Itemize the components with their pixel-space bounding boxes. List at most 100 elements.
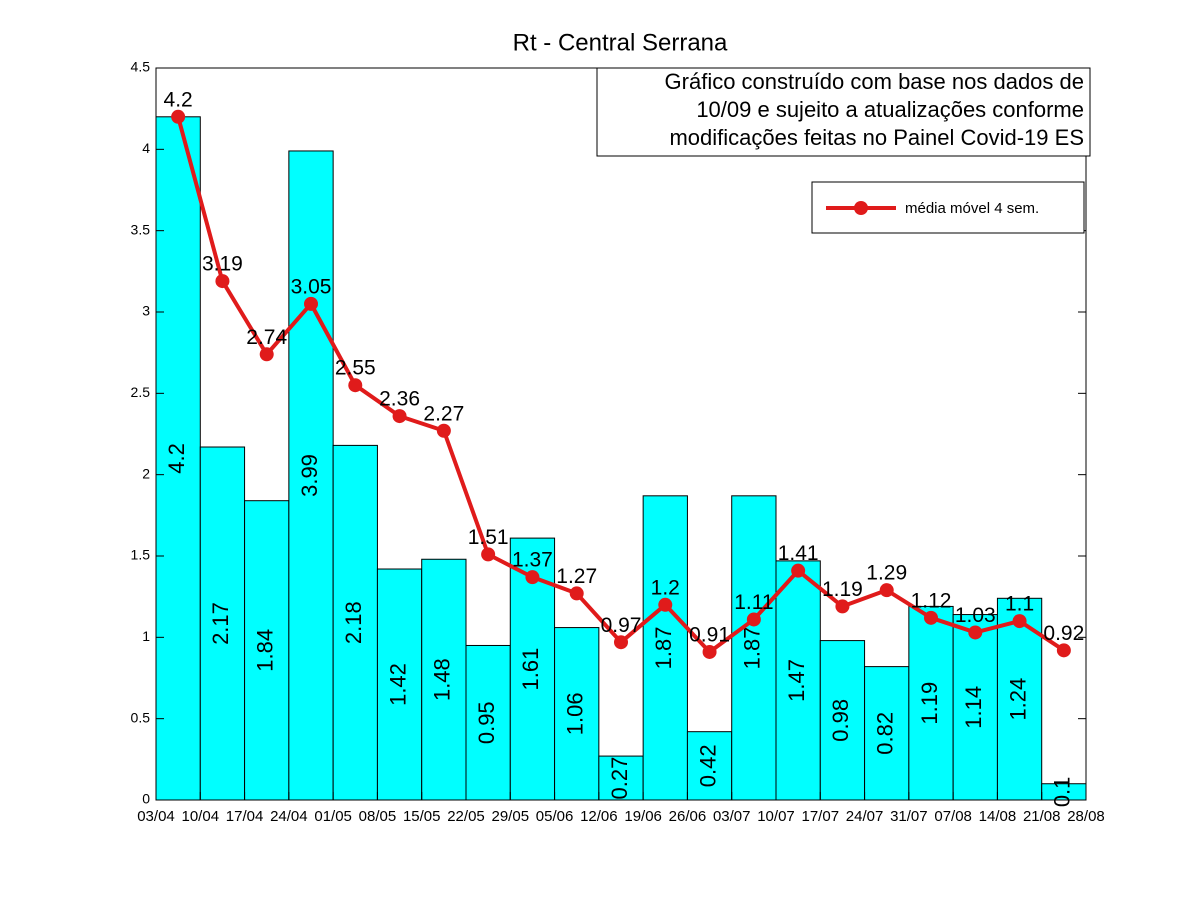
- y-tick-label: 3: [142, 303, 150, 319]
- point-label: 1.19: [822, 578, 863, 601]
- line-marker: [791, 563, 806, 578]
- x-tick-label: 08/05: [359, 808, 397, 825]
- bar: [819, 640, 866, 801]
- bar: [244, 500, 290, 801]
- bar-value-label: 1.06: [563, 692, 588, 735]
- bar-value-label: 0.27: [607, 757, 632, 800]
- point-label: 1.03: [955, 604, 996, 627]
- bar: [554, 627, 600, 801]
- x-tick-label: 24/04: [270, 808, 308, 825]
- point-label: 2.55: [335, 357, 376, 380]
- point-label: 1.29: [866, 562, 907, 585]
- line-marker: [525, 570, 540, 585]
- x-tick-label: 19/06: [624, 808, 662, 825]
- line-marker: [702, 644, 717, 659]
- bar: [642, 495, 688, 801]
- bar-value-label: 1.84: [253, 629, 278, 672]
- bar-value-label: 0.1: [1050, 777, 1075, 808]
- bar-value-label: 0.82: [873, 712, 898, 755]
- x-tick-label: 26/06: [669, 808, 707, 825]
- bar-value-label: 1.47: [784, 659, 809, 702]
- line-marker: [1012, 614, 1027, 629]
- line-marker: [348, 378, 363, 393]
- line-marker: [835, 599, 850, 614]
- chart-title: Rt - Central Serrana: [513, 29, 728, 56]
- bar: [199, 446, 246, 801]
- point-label: 0.92: [1043, 622, 1084, 645]
- y-tick-label: 0: [142, 791, 150, 807]
- y-tick-label: 2: [142, 465, 150, 481]
- bar-value-label: 1.61: [518, 648, 543, 691]
- annotation-line: modificações feitas no Painel Covid-19 E…: [669, 125, 1084, 150]
- x-tick-label: 01/05: [314, 808, 352, 825]
- x-tick-label: 14/08: [979, 808, 1017, 825]
- point-label: 3.19: [202, 253, 243, 276]
- x-tick-label: 05/06: [536, 808, 574, 825]
- point-label: 1.12: [911, 589, 952, 612]
- line-marker: [658, 597, 673, 612]
- x-tick-label: 22/05: [447, 808, 485, 825]
- x-tick-label: 07/08: [934, 808, 972, 825]
- legend-marker: [854, 201, 868, 215]
- x-tick-label: 12/06: [580, 808, 618, 825]
- bar-value-label: 1.48: [430, 658, 455, 701]
- annotation-box: [596, 67, 1091, 157]
- point-label: 1.27: [556, 565, 597, 588]
- bar-value-label: 1.87: [740, 626, 765, 669]
- point-label: 2.36: [379, 388, 420, 411]
- line-marker: [481, 547, 496, 562]
- y-tick-label: 1: [142, 628, 150, 644]
- point-label: 1.2: [651, 576, 680, 599]
- x-tick-label: 10/07: [757, 808, 795, 825]
- bar-value-label: 4.2: [164, 443, 189, 474]
- line-marker: [569, 586, 584, 601]
- x-tick-label: 10/04: [182, 808, 220, 825]
- x-tick-label: 17/07: [802, 808, 840, 825]
- bar-value-label: 0.98: [828, 699, 853, 742]
- y-tick-label: 1.5: [131, 547, 151, 563]
- annotation-line: Gráfico construído com base nos dados de: [665, 69, 1084, 94]
- y-tick-label: 3.5: [131, 221, 151, 237]
- point-label: 0.91: [689, 624, 730, 647]
- bar-value-label: 0.95: [474, 701, 499, 744]
- bar: [686, 731, 733, 801]
- point-label: 1.37: [512, 549, 553, 572]
- bar-value-label: 3.99: [297, 454, 322, 497]
- line-marker: [215, 274, 230, 289]
- line-marker: [1056, 643, 1071, 658]
- line-marker: [304, 296, 318, 311]
- line-marker: [436, 423, 451, 438]
- point-label: 1.41: [778, 542, 819, 565]
- x-tick-label: 31/07: [890, 808, 928, 825]
- bar: [465, 644, 511, 801]
- bar: [421, 558, 467, 801]
- y-tick-label: 0.5: [131, 709, 151, 725]
- line-marker: [746, 612, 761, 627]
- x-tick-label: 03/07: [713, 808, 751, 825]
- point-label: 3.05: [291, 275, 332, 298]
- point-label: 0.97: [601, 614, 642, 637]
- bar: [775, 560, 821, 801]
- x-tick-label: 28/08: [1067, 808, 1105, 825]
- bar-value-label: 1.19: [917, 682, 942, 725]
- line-marker: [392, 409, 407, 424]
- line-marker: [879, 583, 894, 598]
- bar-value-label: 1.87: [651, 626, 676, 669]
- bar: [864, 666, 910, 801]
- x-tick-label: 29/05: [492, 808, 530, 825]
- bar-value-label: 1.24: [1005, 678, 1030, 721]
- point-label: 2.27: [423, 402, 464, 425]
- line-marker: [171, 109, 186, 124]
- point-label: 1.1: [1005, 593, 1034, 616]
- point-label: 4.2: [164, 88, 193, 111]
- x-tick-label: 15/05: [403, 808, 441, 825]
- x-tick-label: 24/07: [846, 808, 884, 825]
- line-marker: [614, 635, 628, 650]
- point-label: 1.51: [468, 526, 509, 549]
- y-tick-label: 4: [142, 140, 150, 156]
- line-marker: [259, 347, 274, 362]
- x-tick-label: 03/04: [137, 808, 175, 825]
- point-label: 2.74: [246, 326, 287, 349]
- line-marker: [968, 625, 983, 640]
